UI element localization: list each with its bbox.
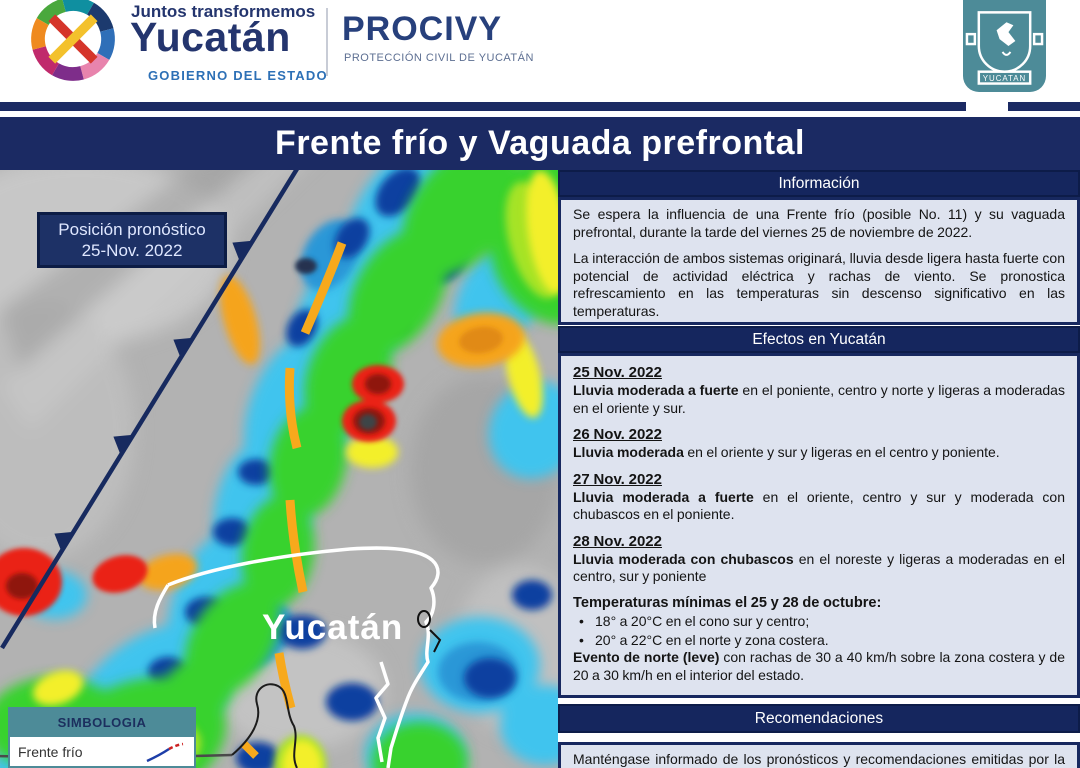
legend-label: Frente frío	[18, 743, 83, 760]
agency-name: PROCIVY	[342, 10, 503, 48]
info-paragraph: Se espera la influencia de una Frente fr…	[573, 206, 1065, 240]
effect-date: 26 Nov. 2022	[573, 426, 662, 443]
agency-subtitle: PROTECCIÓN CIVIL DE YUCATÁN	[344, 52, 534, 64]
state-logo-icon	[31, 0, 115, 81]
forecast-line1: Posición pronóstico	[58, 220, 206, 239]
effect-date: 27 Nov. 2022	[573, 470, 662, 488]
forecast-position-label: Posición pronóstico 25-Nov. 2022	[37, 212, 227, 268]
section-title: Información	[778, 174, 860, 192]
temps-heading: Temperaturas mínimas el 25 y 28 de octub…	[573, 594, 882, 611]
logo-subtitle: GOBIERNO DEL ESTADO	[148, 68, 328, 83]
top-accent-bar	[0, 102, 966, 111]
legend-title: SIMBOLOGIA	[10, 709, 194, 735]
section-body-recomendaciones: Manténgase informado de los pronósticos …	[558, 742, 1080, 768]
logo-tagline: Juntos transformemos	[131, 2, 316, 21]
forecast-line2: 25-Nov. 2022	[81, 241, 183, 260]
page-title: Frente frío y Vaguada prefrontal	[275, 124, 805, 162]
effect-text: Lluvia moderada a fuerte en el poniente,…	[573, 382, 1065, 416]
norte-event-text: Evento de norte (leve) con rachas de 30 …	[573, 649, 1065, 683]
precipitation-map: Posición pronóstico 25-Nov. 2022 Yucatán…	[0, 170, 558, 768]
info-paragraph: La interacción de ambos sistemas origina…	[573, 250, 1065, 319]
top-accent-bar	[1008, 102, 1080, 111]
radar-map-image	[0, 170, 558, 768]
section-body-informacion: Se espera la influencia de una Frente fr…	[558, 197, 1080, 325]
temp-bullet: • 20° a 22°C en el norte y zona costera.	[579, 631, 829, 648]
effect-text: Lluvia moderada a fuerte en el oriente, …	[573, 488, 1065, 523]
cold-front-line	[0, 170, 299, 650]
legend-item-vaguada: Vaguada prefrontal	[10, 766, 194, 768]
effect-date: 25 Nov. 2022	[573, 364, 662, 381]
section-title: Efectos en Yucatán	[752, 330, 886, 348]
section-body-efectos: 25 Nov. 2022 Lluvia moderada a fuerte en…	[558, 353, 1080, 698]
logo-title: Yucatán	[130, 14, 291, 60]
map-legend: SIMBOLOGIA Frente frío Vaguada prefronta…	[8, 707, 196, 768]
oleaje-bullet: •Oleaje de 1.2 a 1.5 m	[579, 693, 1065, 695]
recommendation-text: Manténgase informado de los pronósticos …	[573, 751, 1065, 767]
header-divider	[326, 8, 328, 76]
shield-label: YUCATAN	[983, 74, 1026, 83]
legend-item-frente-frio: Frente frío	[10, 735, 194, 766]
section-header-efectos: Efectos en Yucatán	[558, 326, 1080, 353]
effect-text: Lluvia moderada en el oriente y sur y li…	[573, 444, 1000, 460]
temp-bullet: • 18° a 20°C en el cono sur y centro;	[579, 613, 810, 629]
effect-text: Lluvia moderada con chubascos en el nore…	[573, 550, 1065, 585]
info-panel: Información Se espera la influencia de u…	[558, 170, 1080, 768]
yucatan-shield-icon: YUCATAN	[963, 0, 1046, 92]
section-header-recomendaciones: Recomendaciones	[558, 704, 1080, 733]
state-outline	[152, 546, 440, 768]
effect-date: 28 Nov. 2022	[573, 532, 662, 550]
section-title: Recomendaciones	[754, 709, 884, 727]
title-bar: Frente frío y Vaguada prefrontal	[0, 117, 1080, 170]
section-header-informacion: Información	[558, 170, 1080, 197]
region-label: Yucatán	[262, 608, 404, 647]
prefrontal-trough-line	[240, 241, 347, 759]
cold-front-icon	[146, 742, 184, 762]
